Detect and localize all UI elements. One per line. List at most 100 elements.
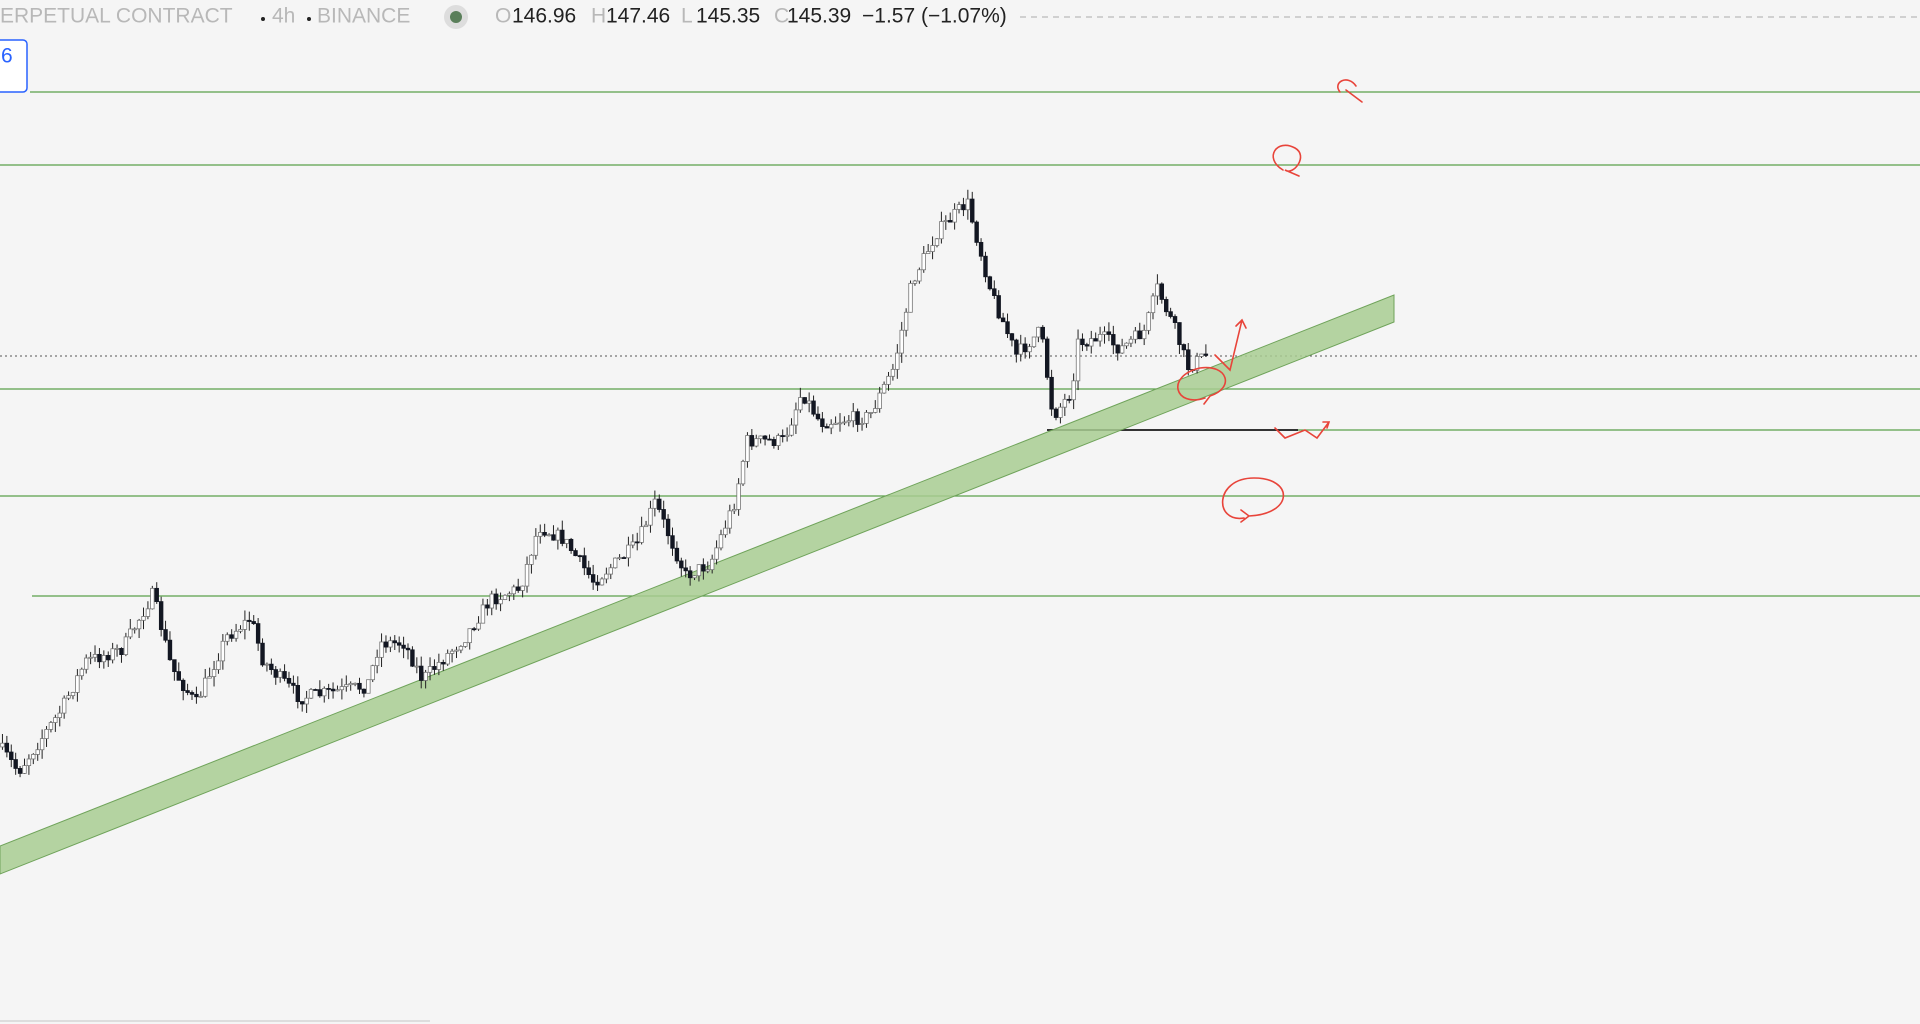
candle-body <box>1137 330 1142 340</box>
candle-body <box>463 642 468 647</box>
candles <box>0 189 1209 778</box>
candle-body <box>189 692 195 695</box>
candle-body <box>1071 380 1076 401</box>
candle-body <box>1067 398 1072 401</box>
candle-body <box>39 738 45 751</box>
candle-body <box>617 557 622 559</box>
candle-body <box>582 555 587 569</box>
candle-body <box>66 695 71 699</box>
candle-body <box>762 435 768 440</box>
candle-body <box>784 434 790 438</box>
candle-body <box>282 671 287 679</box>
candle-body <box>1106 331 1112 335</box>
candle-body <box>220 640 226 662</box>
candle-body <box>921 253 926 271</box>
candle-body <box>798 397 803 411</box>
candle-body <box>370 665 375 681</box>
candle-body <box>859 422 865 425</box>
candle-body <box>1080 338 1085 346</box>
candle-body <box>449 650 455 654</box>
candle-body <box>1168 311 1173 317</box>
candle-body <box>441 661 446 665</box>
candle-body <box>1133 330 1138 340</box>
candle-body <box>123 636 129 655</box>
candle-body <box>44 729 49 739</box>
candle-body <box>529 554 534 565</box>
candle-body <box>767 438 772 441</box>
candle-body <box>339 686 345 691</box>
candle-body <box>84 657 89 670</box>
candle-body <box>150 587 155 610</box>
candle-body <box>842 421 847 424</box>
candle-body <box>961 204 966 211</box>
candle-body <box>260 642 265 666</box>
candle-body <box>88 656 93 659</box>
candle-body <box>322 688 327 697</box>
candle-body <box>560 529 565 544</box>
candle-body <box>925 251 931 254</box>
candle-body <box>626 544 631 559</box>
candle-body <box>930 245 935 252</box>
separator-dot <box>307 17 311 21</box>
candle-body <box>70 692 76 697</box>
candle-body <box>13 759 18 769</box>
candle-body <box>573 550 578 557</box>
candle-body <box>983 255 988 278</box>
candle-body <box>599 578 605 586</box>
candle-body <box>251 621 256 624</box>
candle-body <box>1102 331 1107 335</box>
candle-body <box>414 665 420 668</box>
candle-body <box>511 586 517 595</box>
candle-body <box>551 534 556 541</box>
exchange: BINANCE <box>317 5 410 28</box>
open-label: O <box>495 5 511 28</box>
candle-body <box>31 753 36 760</box>
annotation <box>1272 144 1302 177</box>
candle-body <box>379 641 384 658</box>
candle-body <box>22 765 27 774</box>
candle-body <box>308 689 314 699</box>
candle-body <box>828 423 834 429</box>
candle-body <box>586 567 591 575</box>
candle-body <box>141 616 146 621</box>
candle-body <box>635 541 640 544</box>
candle-body <box>1049 376 1054 410</box>
candle-body <box>1194 356 1200 371</box>
candle-body <box>203 677 208 697</box>
candle-body <box>701 564 706 572</box>
candle-body <box>255 623 261 644</box>
candle-body <box>855 411 860 425</box>
change-value: −1.57 (−1.07%) <box>862 5 1007 28</box>
candle-body <box>811 400 816 415</box>
separator-dot <box>261 17 265 21</box>
candle-body <box>410 649 415 667</box>
candle-body <box>1018 343 1023 355</box>
candle-body <box>471 628 477 631</box>
candle-body <box>806 400 812 404</box>
candle-body <box>92 653 98 658</box>
candle-body <box>604 573 609 580</box>
candle-body <box>555 529 561 541</box>
candle-body <box>119 648 124 655</box>
candle-body <box>242 619 248 630</box>
candle-body <box>233 630 239 639</box>
candle-body <box>612 557 618 569</box>
candle-body <box>498 599 503 605</box>
candle-body <box>17 768 23 774</box>
candle-body <box>696 564 702 577</box>
candle-body <box>225 634 230 642</box>
candle-body <box>758 435 763 440</box>
candle-body <box>458 646 464 651</box>
candle-body <box>48 722 54 730</box>
candle-body <box>357 682 362 690</box>
candle-body <box>630 541 636 546</box>
candle-body <box>132 628 137 631</box>
candle-body <box>361 688 367 694</box>
candle-body <box>79 668 84 677</box>
candle-body <box>1177 322 1182 345</box>
candle-body <box>476 622 481 630</box>
candle-body <box>167 639 173 661</box>
candle-body <box>1062 398 1068 408</box>
candle-body <box>524 564 530 587</box>
